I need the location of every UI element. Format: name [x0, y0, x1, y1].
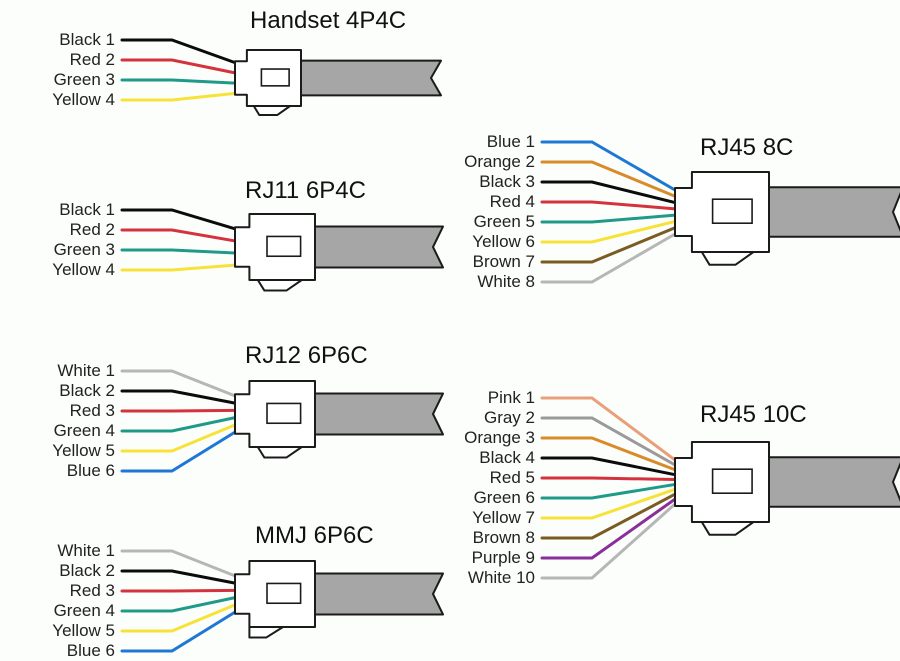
title-handset: Handset 4P4C — [250, 7, 406, 34]
wire-rj45_10c-8 — [542, 494, 675, 538]
wire-mmj-4 — [122, 598, 235, 611]
wire-label-rj45_8c-2: Orange 2 — [464, 152, 535, 171]
wire-handset-2 — [122, 60, 235, 73]
wire-label-handset-1: Black 1 — [59, 30, 115, 49]
cable-rj11 — [315, 227, 443, 268]
wire-label-rj12-5: Yellow 5 — [52, 441, 115, 460]
wire-rj12-4 — [122, 418, 235, 431]
wire-label-rj12-2: Black 2 — [59, 381, 115, 400]
wire-handset-3 — [122, 80, 235, 83]
wire-label-handset-3: Green 3 — [54, 70, 115, 89]
wire-mmj-3 — [122, 590, 235, 591]
wire-rj45_8c-5 — [542, 215, 675, 222]
wire-label-rj45_10c-4: Black 4 — [479, 448, 535, 467]
wire-rj45_10c-4 — [542, 458, 675, 475]
wire-label-rj45_10c-8: Brown 8 — [473, 528, 535, 547]
connector-rj45_8c: Blue 1Orange 2Black 3Red 4Green 5Yellow … — [464, 132, 900, 291]
diagram-svg: Black 1Red 2Green 3Yellow 4Handset 4P4CB… — [0, 0, 900, 661]
wire-label-rj45_8c-4: Red 4 — [490, 192, 535, 211]
connector-mmj: White 1Black 2Red 3Green 4Yellow 5Blue 6… — [52, 522, 443, 660]
wire-rj45_8c-3 — [542, 182, 675, 203]
connector-diagram: Black 1Red 2Green 3Yellow 4Handset 4P4CB… — [0, 0, 900, 661]
wire-label-rj45_10c-2: Gray 2 — [484, 408, 535, 427]
wire-label-rj45_8c-3: Black 3 — [479, 172, 535, 191]
wire-label-handset-2: Red 2 — [70, 50, 115, 69]
plug-body-rj45_10c — [675, 442, 769, 522]
plug-tab-mmj — [249, 627, 283, 638]
wire-rj11-1 — [122, 210, 235, 229]
connector-rj45_10c: Pink 1Gray 2Orange 3Black 4Red 5Green 6Y… — [464, 388, 900, 587]
title-rj45_8c: RJ45 8C — [700, 134, 793, 161]
title-mmj: MMJ 6P6C — [255, 522, 374, 549]
wire-label-rj45_10c-5: Red 5 — [490, 468, 535, 487]
wire-label-rj45_10c-6: Green 6 — [474, 488, 535, 507]
wire-label-handset-4: Yellow 4 — [52, 90, 115, 109]
cable-rj45_8c — [769, 187, 900, 237]
cable-rj12 — [315, 394, 443, 435]
wire-rj11-3 — [122, 250, 235, 253]
plug-tab-handset — [254, 106, 290, 115]
wire-label-rj45_8c-7: Brown 7 — [473, 252, 535, 271]
plug-tab-rj11 — [258, 280, 302, 291]
wire-label-rj45_10c-3: Orange 3 — [464, 428, 535, 447]
plug-body-mmj — [235, 561, 315, 627]
wire-label-rj11-3: Green 3 — [54, 240, 115, 259]
wire-rj45_8c-4 — [542, 202, 675, 209]
wire-label-mmj-1: White 1 — [57, 541, 115, 560]
wire-label-rj12-6: Blue 6 — [67, 461, 115, 480]
plug-tab-rj12 — [258, 447, 302, 458]
wire-rj12-2 — [122, 391, 235, 403]
wire-label-rj11-1: Black 1 — [59, 200, 115, 219]
wire-label-rj45_10c-9: Purple 9 — [472, 548, 535, 567]
wire-label-mmj-3: Red 3 — [70, 581, 115, 600]
wire-rj12-3 — [122, 410, 235, 411]
cable-handset — [301, 61, 441, 96]
connector-rj11: Black 1Red 2Green 3Yellow 4 RJ11 6P4C — [52, 177, 443, 291]
plug-body-handset — [235, 50, 301, 106]
wire-label-rj11-2: Red 2 — [70, 220, 115, 239]
plug-body-rj11 — [235, 214, 315, 280]
connector-rj12: White 1Black 2Red 3Green 4Yellow 5Blue 6… — [52, 342, 443, 480]
wire-label-rj45_10c-1: Pink 1 — [488, 388, 535, 407]
plug-tab-rj45_10c — [702, 522, 754, 535]
title-rj12: RJ12 6P6C — [245, 342, 368, 369]
wire-label-rj45_8c-6: Yellow 6 — [472, 232, 535, 251]
wire-label-mmj-6: Blue 6 — [67, 641, 115, 660]
wire-label-rj45_8c-8: White 8 — [477, 272, 535, 291]
wire-rj11-2 — [122, 230, 235, 241]
wire-label-mmj-4: Green 4 — [54, 601, 115, 620]
wire-mmj-2 — [122, 571, 235, 583]
wire-label-rj12-1: White 1 — [57, 361, 115, 380]
wire-label-rj45_10c-10: White 10 — [468, 568, 535, 587]
wire-handset-4 — [122, 93, 235, 100]
wire-rj45_8c-6 — [542, 221, 675, 242]
plug-body-rj45_8c — [675, 172, 769, 252]
wire-label-rj11-4: Yellow 4 — [52, 260, 115, 279]
cable-rj45_10c — [769, 457, 900, 507]
wire-label-rj45_8c-5: Green 5 — [474, 212, 535, 231]
wire-label-rj45_10c-7: Yellow 7 — [472, 508, 535, 527]
title-rj11: RJ11 6P4C — [245, 177, 366, 204]
wire-label-mmj-2: Black 2 — [59, 561, 115, 580]
wire-label-mmj-5: Yellow 5 — [52, 621, 115, 640]
wire-label-rj12-4: Green 4 — [54, 421, 115, 440]
wire-label-rj12-3: Red 3 — [70, 401, 115, 420]
wire-rj45_10c-5 — [542, 478, 675, 480]
title-rj45_10c: RJ45 10C — [700, 401, 807, 428]
plug-tab-rj45_8c — [702, 252, 754, 265]
wire-rj11-4 — [122, 265, 235, 270]
plug-body-rj12 — [235, 381, 315, 447]
wire-label-rj45_8c-1: Blue 1 — [487, 132, 535, 151]
cable-mmj — [315, 574, 443, 615]
connector-handset: Black 1Red 2Green 3Yellow 4 Handset 4P4C — [52, 7, 441, 115]
